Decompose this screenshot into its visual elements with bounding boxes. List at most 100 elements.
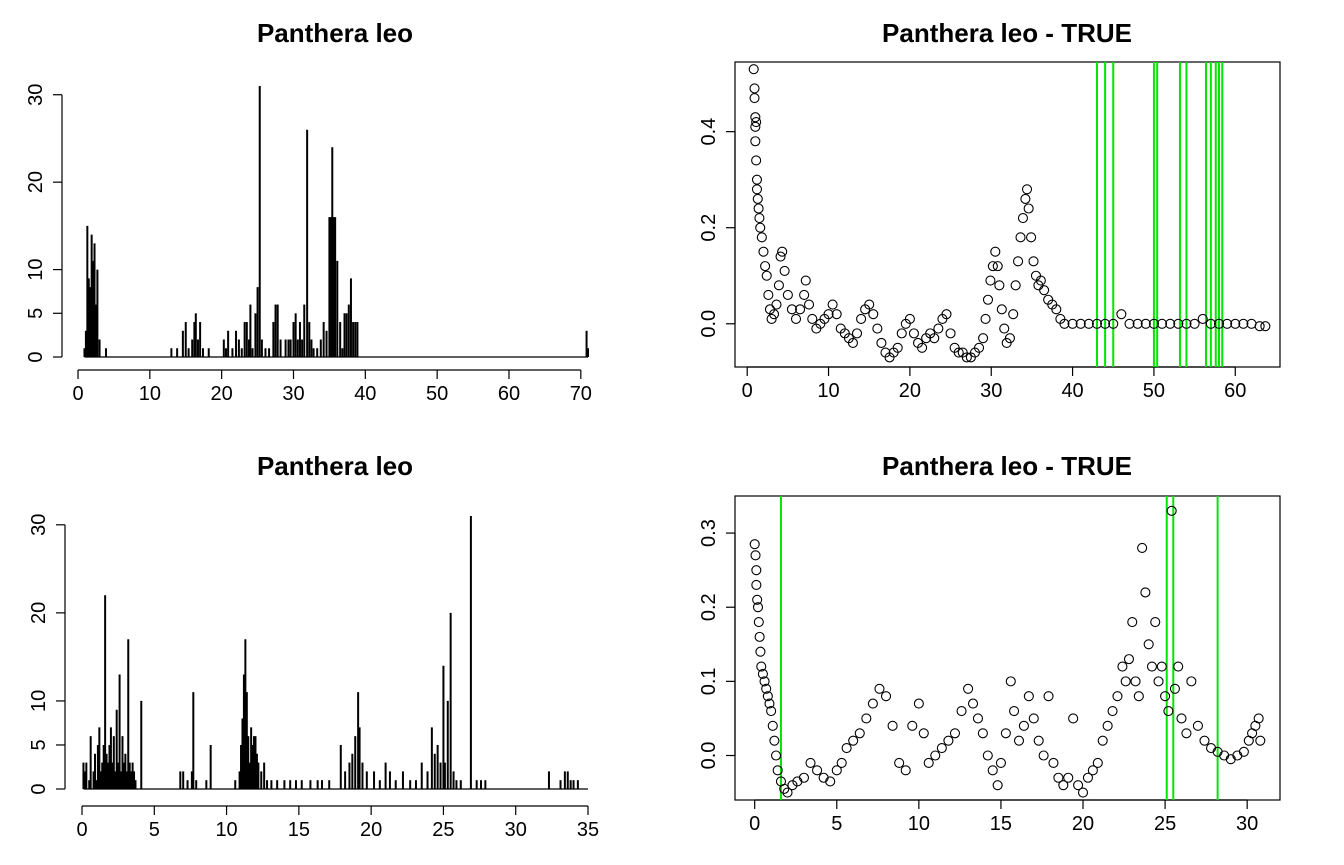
panel-title: Panthera leo — [257, 451, 413, 481]
data-point — [1150, 616, 1161, 628]
data-point — [1051, 304, 1062, 315]
data-point — [841, 743, 852, 754]
data-point — [868, 309, 879, 320]
data-point — [1146, 661, 1158, 672]
data-point — [760, 261, 771, 272]
data-point — [936, 743, 947, 754]
x-tick-label: 50 — [426, 383, 448, 405]
data-point — [777, 246, 788, 257]
data-point — [1013, 735, 1025, 746]
x-tick-label: 20 — [1072, 813, 1094, 835]
data-point — [867, 698, 878, 709]
data-point — [990, 246, 1001, 257]
data-point — [930, 750, 941, 761]
data-point — [807, 313, 818, 325]
data-point — [923, 757, 934, 768]
data-point — [1028, 256, 1039, 267]
data-point — [1048, 757, 1059, 768]
x-tick-label: 20 — [211, 383, 233, 405]
data-point — [757, 668, 768, 680]
data-point — [1156, 661, 1167, 672]
data-point — [1000, 728, 1011, 739]
y-tick-label: 0 — [28, 783, 50, 794]
y-tick-label: 0 — [25, 351, 47, 362]
x-tick-label: 25 — [432, 819, 454, 841]
x-tick-label: 35 — [577, 819, 599, 841]
data-point — [1010, 280, 1021, 291]
data-point — [798, 772, 809, 783]
data-point — [913, 698, 924, 709]
data-point — [1112, 691, 1123, 702]
data-point — [1189, 318, 1200, 329]
data-point — [1097, 735, 1108, 746]
x-tick-label: 0 — [76, 819, 87, 841]
data-point — [1260, 321, 1271, 332]
data-point — [754, 213, 765, 224]
data-point — [1120, 676, 1131, 687]
data-point — [967, 698, 979, 709]
data-point — [1192, 720, 1203, 731]
data-point — [790, 313, 802, 325]
y-tick-label: 30 — [25, 84, 47, 106]
data-point — [752, 594, 763, 605]
x-tick-label: 10 — [817, 380, 839, 402]
data-point — [918, 728, 929, 739]
data-point — [756, 232, 767, 243]
data-point — [894, 757, 905, 768]
data-point — [782, 289, 793, 301]
data-point — [1165, 318, 1176, 329]
data-point — [892, 342, 903, 353]
data-point — [987, 261, 998, 272]
x-tick-label: 40 — [1061, 380, 1083, 402]
data-point — [1107, 705, 1118, 717]
x-tick-label: 20 — [360, 819, 382, 841]
data-point — [985, 275, 996, 286]
data-point — [753, 203, 764, 214]
data-point — [1023, 203, 1034, 214]
data-point — [1197, 313, 1208, 325]
data-point — [953, 347, 964, 358]
data-point — [751, 174, 763, 185]
data-point — [1035, 275, 1046, 286]
data-point — [812, 765, 823, 776]
data-point — [761, 270, 772, 281]
data-point — [1059, 318, 1070, 329]
data-point — [1091, 318, 1103, 329]
y-tick-label: 0.0 — [698, 310, 720, 338]
data-point — [1157, 318, 1168, 329]
data-point — [880, 691, 892, 702]
x-tick-label: 50 — [1143, 380, 1165, 402]
data-point — [758, 246, 769, 257]
data-point — [779, 783, 790, 794]
data-point — [1039, 285, 1050, 296]
data-point — [1163, 705, 1174, 717]
data-point — [770, 750, 782, 761]
data-point — [803, 299, 815, 310]
data-point — [752, 602, 764, 613]
data-point — [1140, 318, 1151, 329]
data-point — [1238, 746, 1249, 757]
x-tick-label: 20 — [899, 380, 921, 402]
data-point — [1075, 318, 1086, 329]
panel-top-left: Panthera leo 0 10 20 30 40 50 60 70 0 5 10 20 30 — [25, 18, 592, 405]
data-point — [972, 713, 984, 724]
data-point — [772, 765, 783, 776]
data-point — [1068, 713, 1079, 724]
y-tick-label: 10 — [25, 258, 47, 280]
data-point — [982, 294, 994, 305]
data-point — [864, 299, 875, 310]
data-point — [1148, 318, 1159, 329]
panel-bottom-right: Panthera leo - TRUE 0 5 10 15 20 25 30 0.0 0.1 0.… — [698, 451, 1281, 835]
data-point — [751, 184, 763, 195]
data-point — [1116, 309, 1127, 320]
data-point — [978, 333, 989, 344]
data-point — [1021, 184, 1033, 195]
data-point — [982, 750, 993, 761]
data-point — [1222, 318, 1233, 329]
data-point — [1173, 318, 1184, 329]
data-point — [825, 776, 836, 787]
data-point — [1181, 728, 1192, 739]
data-point — [748, 64, 759, 75]
panel-title: Panthera leo - TRUE — [882, 451, 1132, 481]
data-point — [1186, 676, 1197, 687]
